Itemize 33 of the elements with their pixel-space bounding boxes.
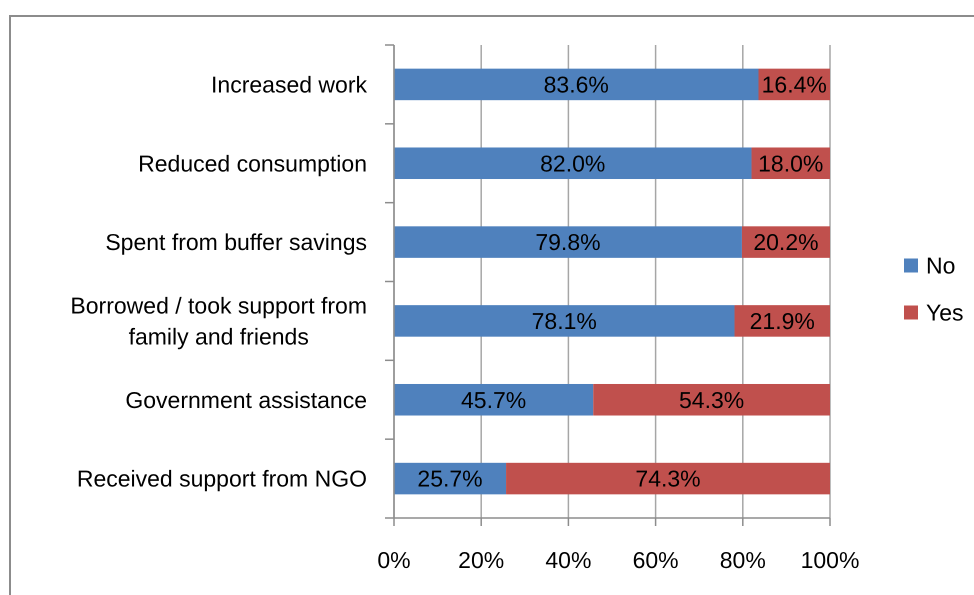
bar — [394, 305, 735, 337]
data-label: 45.7% — [461, 386, 526, 413]
x-tick-label: 100% — [800, 547, 860, 573]
data-label: 79.8% — [535, 229, 601, 256]
y-tick-label: Received support from NGO — [76, 466, 367, 492]
bar — [394, 68, 758, 100]
data-label: 54.3% — [679, 386, 744, 413]
y-tick-label: Increased work — [211, 71, 368, 98]
x-tick-label: 0% — [377, 547, 411, 573]
y-tick-label: Spent from buffer savings — [105, 229, 367, 256]
x-tick-label: 20% — [458, 547, 504, 573]
bar — [506, 462, 830, 494]
data-label: 25.7% — [417, 466, 483, 492]
data-label: 18.0% — [758, 150, 824, 176]
data-label: 21.9% — [750, 308, 815, 334]
x-tick-label: 60% — [632, 547, 679, 573]
data-label: 78.1% — [532, 308, 597, 334]
bar — [593, 384, 830, 416]
bar — [394, 226, 742, 258]
bar — [394, 147, 752, 180]
bar — [394, 384, 594, 416]
x-tick-label: 40% — [545, 547, 592, 573]
y-tick-label: Government assistance — [125, 386, 367, 413]
y-tick-label: Borrowed / took support from family and friends — [70, 292, 367, 350]
legend-label: No — [926, 252, 956, 278]
y-tick-label: Reduced consumption — [138, 150, 367, 176]
legend-label: Yes — [926, 300, 964, 326]
data-label: 82.0% — [540, 150, 606, 176]
x-tick-label: 80% — [720, 547, 766, 573]
data-label: 16.4% — [762, 71, 827, 98]
data-label: 83.6% — [544, 71, 609, 98]
data-label: 74.3% — [635, 466, 701, 492]
data-label: 20.2% — [753, 229, 819, 256]
